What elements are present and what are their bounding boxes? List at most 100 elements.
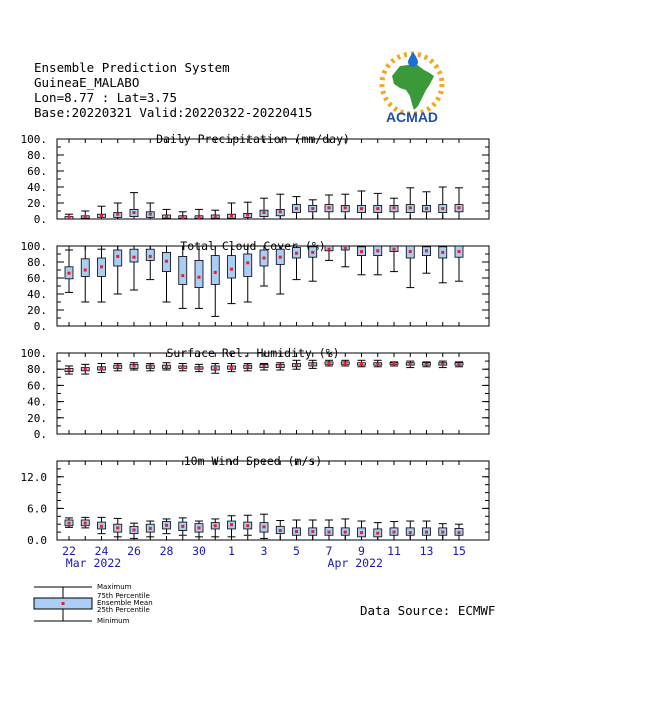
box-2022-04-09 <box>357 245 366 276</box>
mean-marker <box>148 526 152 530</box>
mean-marker <box>408 362 412 366</box>
mean-marker <box>83 367 87 371</box>
header-coordinates: Lon=8.77 : Lat=3.75 <box>34 90 177 105</box>
mean-marker <box>246 524 250 528</box>
legend-p25: 25th Percentile <box>97 606 150 614</box>
box-2022-04-14 <box>438 245 448 284</box>
mean-marker <box>278 364 282 368</box>
box-2022-03-27 <box>145 363 155 372</box>
mean-marker <box>165 259 168 263</box>
box-2022-04-15 <box>454 523 464 541</box>
mean-marker <box>392 206 396 210</box>
box-2022-03-31 <box>210 209 220 220</box>
mean-marker <box>327 247 331 251</box>
box-2022-03-24 <box>97 363 106 373</box>
box-2022-03-26 <box>129 245 139 291</box>
header-station: GuineaE_MALABO <box>34 75 140 90</box>
box-2022-03-24 <box>97 205 106 220</box>
box-2022-04-06 <box>308 245 318 282</box>
y-tick-label: 40. <box>27 288 47 301</box>
acmad-logo: ACMAD <box>379 51 445 125</box>
box-2022-03-23 <box>80 245 90 303</box>
box-2022-03-25 <box>113 202 123 220</box>
box-2022-04-08 <box>340 359 350 367</box>
mean-marker <box>67 368 71 372</box>
mean-marker <box>116 526 120 530</box>
mean-marker <box>457 362 461 366</box>
mean-marker <box>278 210 282 214</box>
box-2022-04-04 <box>275 362 285 371</box>
mean-marker <box>197 215 201 219</box>
mean-marker <box>327 206 331 210</box>
mean-marker <box>408 250 412 254</box>
y-tick-label: 60. <box>27 165 47 178</box>
box-2022-04-02 <box>243 514 253 536</box>
mean-marker <box>83 268 87 272</box>
box-2022-04-04 <box>275 193 285 220</box>
water-drop-icon <box>408 52 418 67</box>
mean-marker <box>376 362 380 366</box>
box-2022-04-11 <box>389 361 399 367</box>
panel-title: Total Cloud Cover (%) <box>180 239 325 253</box>
mean-marker <box>116 365 120 369</box>
box-2022-04-12 <box>405 360 415 369</box>
mean-marker <box>132 255 136 259</box>
mean-marker <box>295 363 298 367</box>
mean-marker <box>425 207 428 211</box>
box-2022-04-14 <box>438 186 448 220</box>
box-2022-04-09 <box>357 359 366 368</box>
box-2022-04-12 <box>405 187 415 220</box>
mean-marker <box>392 362 396 366</box>
y-tick-label: 0. <box>34 213 47 226</box>
mean-marker <box>376 207 380 211</box>
box-2022-04-03 <box>259 197 269 220</box>
header-title: Ensemble Prediction System <box>34 60 230 75</box>
x-tick-label: 30 <box>192 544 206 558</box>
mean-marker <box>148 212 152 216</box>
mean-marker <box>343 362 347 366</box>
x-tick-label: 11 <box>387 544 401 558</box>
box-2022-04-06 <box>308 519 318 541</box>
box-2022-04-10 <box>373 359 383 368</box>
box-2022-03-23 <box>80 363 90 375</box>
box-2022-04-11 <box>389 197 399 220</box>
mean-marker <box>148 365 152 369</box>
box-2022-03-30 <box>194 363 204 373</box>
box-2022-04-07 <box>324 194 334 220</box>
box-2022-03-30 <box>194 520 204 538</box>
panel-title: Daily Precipitation (mm/day) <box>156 132 350 146</box>
box-2022-03-31 <box>210 518 220 538</box>
mean-marker <box>181 366 185 370</box>
header-validity: Base:20220321 Valid:20220322-20220415 <box>34 105 313 120</box>
box-2022-04-12 <box>405 520 415 541</box>
mean-marker <box>295 207 298 211</box>
mean-marker <box>360 207 363 211</box>
y-tick-label: 20. <box>27 304 47 317</box>
box-2022-03-29 <box>178 517 188 536</box>
box-2022-04-11 <box>389 521 399 541</box>
mean-marker <box>100 524 103 528</box>
mean-marker <box>100 366 103 370</box>
iqr-box <box>145 248 155 261</box>
box-2022-04-03 <box>259 363 269 371</box>
box-2022-04-06 <box>308 359 318 369</box>
y-tick-label: 80. <box>27 149 47 162</box>
box-2022-04-04 <box>275 520 285 541</box>
box-2022-04-01 <box>227 515 236 538</box>
x-tick-label: 28 <box>160 544 174 558</box>
mean-marker <box>392 530 396 534</box>
mean-marker <box>425 362 428 366</box>
box-2022-03-29 <box>178 363 188 372</box>
box-2022-04-14 <box>438 523 448 541</box>
box-2022-03-22 <box>64 517 74 528</box>
panel-title: Surface Rel. Humidity (%) <box>166 346 339 360</box>
box-2022-03-30 <box>194 245 204 309</box>
box-2022-04-05 <box>292 196 301 220</box>
iqr-box <box>210 255 220 285</box>
y-tick-label: 60. <box>27 272 47 285</box>
panel-2: Total Cloud Cover (%) 0. 20. 40. 60. 80. 100. <box>21 239 490 333</box>
box-2022-03-27 <box>145 245 155 281</box>
box-2022-03-29 <box>178 211 188 220</box>
box-2022-04-15 <box>454 361 464 368</box>
mean-marker <box>197 526 201 530</box>
